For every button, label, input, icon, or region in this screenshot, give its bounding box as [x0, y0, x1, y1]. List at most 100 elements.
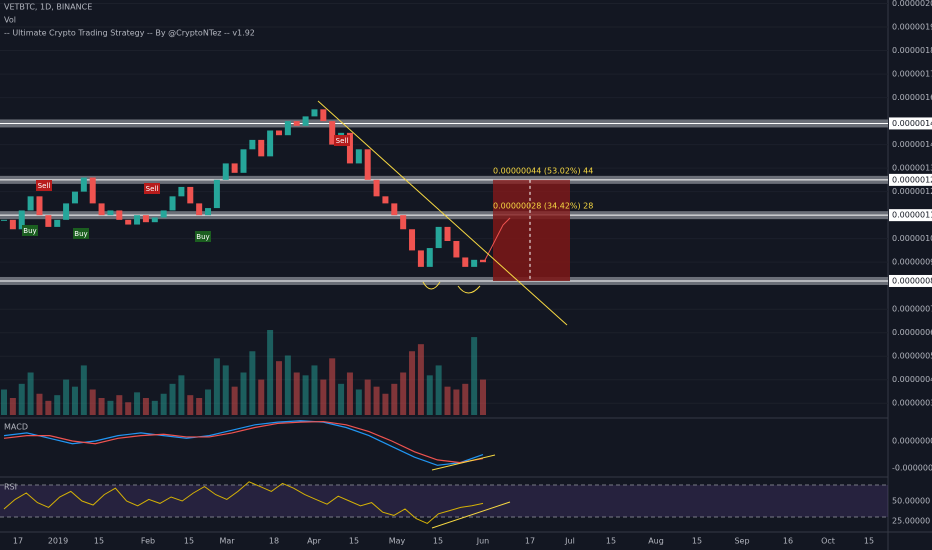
volume-bar [240, 372, 247, 415]
volume-bar [329, 358, 336, 415]
candle [125, 219, 132, 225]
x-tick-label: Apr [307, 537, 322, 546]
pattern-curve [422, 281, 441, 290]
volume-bar [178, 375, 185, 415]
y-tick-label: 0.00000170 [892, 70, 932, 79]
y-tick-label: 0.00000190 [892, 23, 932, 32]
divergence-line [431, 454, 496, 471]
candle [160, 210, 167, 218]
volume-bar [346, 372, 353, 415]
candle [293, 121, 300, 126]
candle [382, 196, 389, 204]
volume-bar [27, 372, 34, 415]
x-tick-label: Jun [476, 537, 490, 546]
level-label: 0.00000125 [892, 175, 932, 184]
x-tick-label: 15 [433, 537, 443, 546]
volume-bar [187, 395, 194, 415]
candle [480, 259, 486, 263]
volume-bar [471, 337, 478, 415]
candle [462, 257, 469, 267]
candle [284, 121, 291, 136]
volume-bar [409, 351, 416, 415]
volume-bar [36, 393, 43, 415]
volume-bar [45, 400, 52, 415]
volume-bar [462, 383, 469, 415]
candle [18, 210, 25, 230]
x-tick-label: 15 [184, 537, 194, 546]
candle [187, 186, 194, 204]
volume-bar [116, 395, 123, 415]
volume-bar [267, 330, 274, 415]
volume-bar [63, 379, 70, 415]
signal-label: Sell [336, 137, 349, 145]
candle [417, 250, 424, 267]
signal-label: Buy [23, 227, 36, 235]
y-tick-label: 0.00000070 [892, 305, 932, 314]
volume-bar [1, 389, 7, 415]
candle [444, 226, 451, 242]
volume-bar [213, 358, 220, 415]
volume-bar [258, 379, 265, 415]
x-tick-label: 15 [349, 537, 359, 546]
pattern-curve [457, 285, 481, 294]
macd-line [3, 420, 484, 464]
volume-bar [107, 400, 114, 415]
volume-bar [400, 372, 407, 415]
x-tick-label: 17 [13, 537, 23, 546]
signal-box [334, 135, 350, 146]
candle [222, 163, 229, 180]
level-label-box [889, 117, 932, 130]
x-tick-label: May [389, 537, 406, 546]
volume-bar [98, 398, 105, 415]
x-tick-label: 16 [783, 537, 793, 546]
volume-bar [54, 395, 61, 415]
candle [205, 208, 212, 216]
candle [320, 109, 327, 122]
rsi-title: RSI [4, 483, 17, 492]
y-tick-label: 0.00000160 [892, 93, 932, 102]
candle [258, 139, 265, 157]
volume-bar [151, 400, 158, 415]
candle [89, 177, 96, 204]
candle [400, 215, 407, 230]
candle [311, 109, 318, 117]
volume-bar [160, 393, 167, 415]
x-tick-label: Oct [821, 537, 835, 546]
candle [80, 177, 87, 192]
candle [453, 241, 460, 258]
y-tick-label: 0.00000090 [892, 258, 932, 267]
signal-box [144, 183, 160, 194]
candle [27, 196, 34, 211]
y-tick-label: 0.00000140 [892, 140, 932, 149]
measure-label: 0.00000028 (34.42%) 28 [493, 202, 593, 211]
candle [373, 179, 380, 197]
candle [71, 191, 78, 204]
volume-bar [89, 389, 96, 415]
divergence-line [431, 501, 511, 529]
candle [151, 217, 158, 223]
level-label: 0.00000149 [892, 119, 932, 128]
volume-bar [134, 392, 141, 415]
volume-bar [480, 379, 486, 415]
volume-bar [355, 389, 362, 415]
x-tick-label: Sep [734, 537, 749, 546]
volume-bar [71, 386, 78, 415]
volume-title: Vol [4, 16, 16, 25]
signal-box [36, 180, 52, 191]
candle [275, 130, 282, 136]
rsi-line [3, 481, 484, 524]
macd-title: MACD [4, 423, 28, 432]
rsi-band [0, 485, 888, 517]
volume-bar [391, 383, 398, 415]
volume-bar [125, 402, 132, 415]
level-label-box [889, 209, 932, 222]
volume-bar [373, 386, 380, 415]
candle [134, 215, 141, 225]
volume-bar [320, 379, 327, 415]
candle [98, 203, 105, 216]
candle [346, 132, 353, 164]
candle [107, 210, 114, 216]
candle [240, 149, 247, 173]
volume-bar [80, 365, 87, 415]
